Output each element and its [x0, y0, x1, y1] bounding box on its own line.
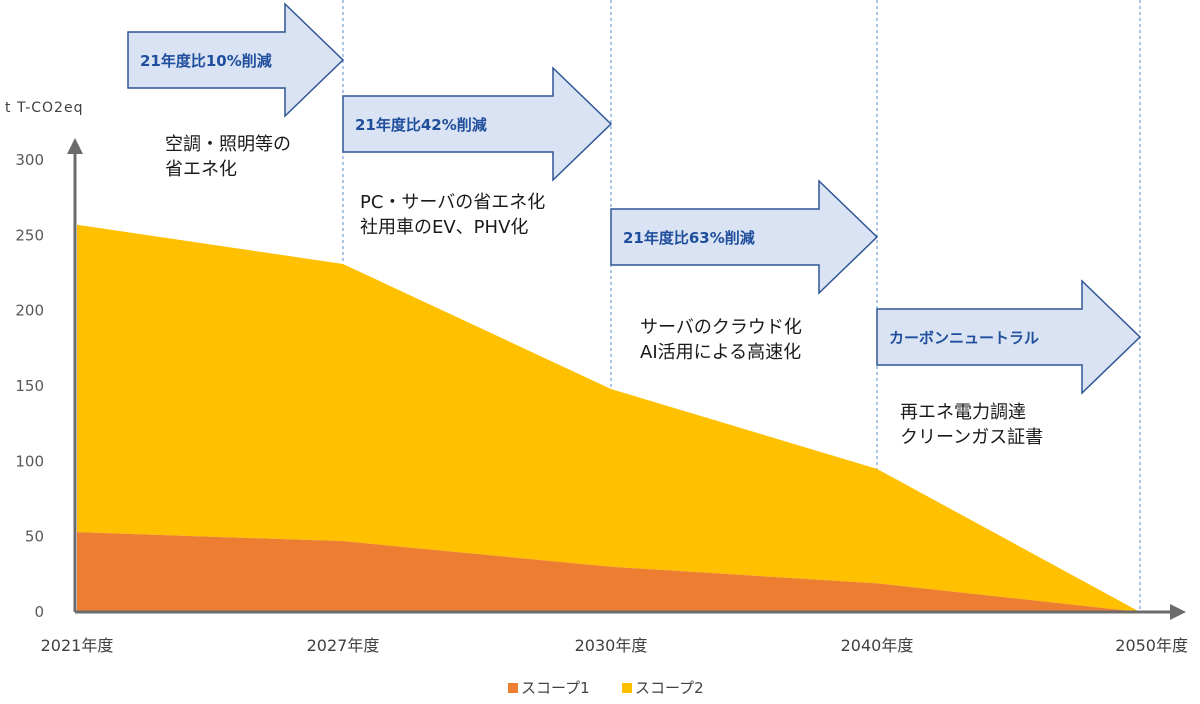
- legend-swatch-2: [622, 683, 632, 693]
- x-tick-label: 2040年度: [841, 636, 914, 655]
- measure-annotation-2-line-2: 社用車のEV、PHV化: [360, 217, 528, 238]
- legend-swatch-1: [508, 683, 518, 693]
- y-axis-arrowhead: [67, 138, 83, 154]
- measure-annotation-3-line-2: AI活用による高速化: [640, 342, 801, 363]
- y-tick-labels: 0 50 100 150 200 250 300: [15, 151, 44, 621]
- legend-label-2: スコープ2: [635, 679, 704, 697]
- target-arrow-3: [610, 179, 879, 295]
- stacked-areas: [77, 224, 1140, 612]
- target-arrow-label-2: 21年度比42%削減: [355, 116, 487, 134]
- y-tick-label: 50: [25, 528, 44, 546]
- legend-label-1: スコープ1: [521, 679, 590, 697]
- y-tick-label: 100: [15, 452, 44, 470]
- measure-annotation-1-line-1: 空調・照明等の: [165, 134, 291, 155]
- axes: [67, 138, 1186, 620]
- target-arrow-1: [127, 2, 345, 118]
- target-arrow-label-1: 21年度比10%削減: [140, 52, 272, 70]
- measure-annotation-4-line-1: 再エネ電力調達: [900, 402, 1026, 423]
- area-series-2: [77, 224, 1140, 612]
- x-tick-label: 2021年度: [41, 636, 114, 655]
- measure-annotation-2-line-1: PC・サーバの省エネ化: [360, 192, 545, 213]
- y-tick-label: 250: [15, 226, 44, 244]
- y-unit-label: t T-CO2eq: [5, 100, 83, 116]
- measure-annotation-1-line-2: 省エネ化: [165, 159, 237, 180]
- y-tick-label: 150: [15, 377, 44, 395]
- x-axis-arrowhead: [1170, 604, 1186, 620]
- x-tick-label: 2050年度: [1115, 636, 1188, 655]
- target-arrow-2: [342, 66, 613, 182]
- area-series-1: [77, 532, 1140, 612]
- y-tick-label: 200: [15, 302, 44, 320]
- y-tick-label: 0: [34, 603, 44, 621]
- x-tick-label: 2030年度: [575, 636, 648, 655]
- target-arrow-label-4: カーボンニュートラル: [889, 329, 1039, 347]
- legend: スコープ1 スコープ2: [508, 679, 704, 697]
- y-tick-label: 300: [15, 151, 44, 169]
- x-tick-labels: 2021年度 2027年度 2030年度 2040年度 2050年度: [41, 636, 1188, 655]
- measure-annotation-3-line-1: サーバのクラウド化: [640, 317, 802, 338]
- target-arrow-4: [876, 279, 1142, 395]
- measure-annotation-4-line-2: クリーンガス証書: [900, 427, 1043, 448]
- target-arrow-label-3: 21年度比63%削減: [623, 229, 755, 247]
- x-tick-label: 2027年度: [307, 636, 380, 655]
